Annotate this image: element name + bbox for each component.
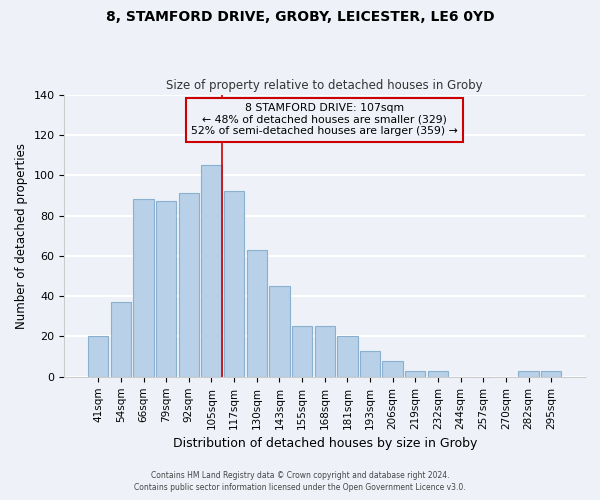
- Bar: [428, 371, 448, 377]
- Bar: [360, 350, 380, 377]
- Text: 8 STAMFORD DRIVE: 107sqm
← 48% of detached houses are smaller (329)
52% of semi-: 8 STAMFORD DRIVE: 107sqm ← 48% of detach…: [191, 103, 458, 136]
- Bar: [224, 192, 244, 377]
- Bar: [156, 202, 176, 377]
- X-axis label: Distribution of detached houses by size in Groby: Distribution of detached houses by size …: [173, 437, 477, 450]
- Bar: [292, 326, 312, 377]
- Bar: [179, 194, 199, 377]
- Bar: [405, 371, 425, 377]
- Text: 8, STAMFORD DRIVE, GROBY, LEICESTER, LE6 0YD: 8, STAMFORD DRIVE, GROBY, LEICESTER, LE6…: [106, 10, 494, 24]
- Bar: [88, 336, 109, 377]
- Y-axis label: Number of detached properties: Number of detached properties: [15, 142, 28, 328]
- Bar: [201, 165, 221, 377]
- Title: Size of property relative to detached houses in Groby: Size of property relative to detached ho…: [166, 79, 483, 92]
- Bar: [314, 326, 335, 377]
- Bar: [111, 302, 131, 377]
- Bar: [382, 360, 403, 377]
- Bar: [518, 371, 539, 377]
- Bar: [541, 371, 562, 377]
- Text: Contains HM Land Registry data © Crown copyright and database right 2024.
Contai: Contains HM Land Registry data © Crown c…: [134, 471, 466, 492]
- Bar: [337, 336, 358, 377]
- Bar: [247, 250, 267, 377]
- Bar: [133, 200, 154, 377]
- Bar: [269, 286, 290, 377]
